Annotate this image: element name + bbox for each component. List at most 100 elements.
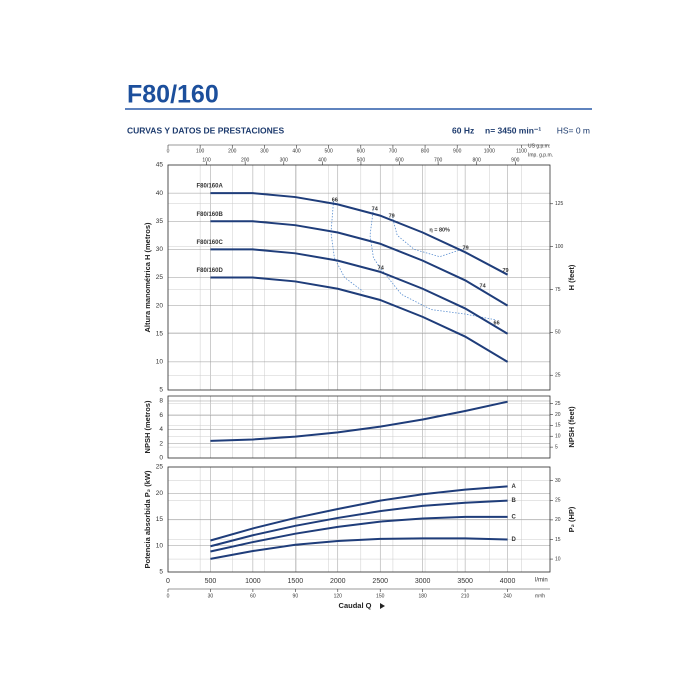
x-tick-label: 2000 — [330, 578, 346, 585]
y2-tick-label: 10 — [555, 556, 561, 562]
y2-tick-label: 30 — [555, 478, 561, 484]
y2-axis-title: P₂ (HP) — [567, 506, 576, 532]
curve — [210, 220, 509, 307]
iso-efficiency-curve — [391, 216, 466, 258]
plot-frame — [167, 395, 551, 459]
curve — [210, 192, 509, 276]
top-tick-label: 1000 — [484, 148, 495, 154]
top-tick-label: 600 — [395, 157, 404, 163]
top-tick-label: 300 — [260, 148, 269, 154]
y2-tick-label: 10 — [555, 434, 561, 440]
curve — [210, 276, 509, 363]
y-tick-label: 8 — [159, 398, 163, 405]
x2-tick-label: 240 — [503, 593, 512, 599]
curve-label: F80/160A — [196, 184, 223, 190]
y-tick-label: 5 — [159, 387, 163, 394]
top-tick-label: 600 — [357, 148, 366, 154]
iso-efficiency-curve — [330, 200, 364, 292]
curve-label: B — [512, 498, 517, 504]
y-tick-label: 4 — [159, 426, 163, 433]
curve — [210, 248, 509, 335]
efficiency-label: 79 — [502, 268, 508, 274]
x-tick-label: 2500 — [372, 578, 388, 585]
y-tick-label: 25 — [156, 464, 164, 471]
x-tick-label: 3500 — [457, 578, 473, 585]
curve-label: F80/160D — [196, 268, 223, 274]
efficiency-label: 66 — [494, 321, 500, 327]
top-tick-label: 100 — [196, 148, 205, 154]
top-tick-label: 400 — [318, 157, 327, 163]
y-tick-label: 2 — [159, 440, 163, 447]
top-tick-label: 500 — [357, 157, 366, 163]
curve — [210, 400, 508, 442]
y2-tick-label: 15 — [555, 537, 561, 543]
y-tick-label: 5 — [159, 569, 163, 576]
curve — [210, 537, 508, 560]
y2-tick-label: 20 — [555, 412, 561, 418]
top-tick-label: 300 — [280, 157, 289, 163]
y-axis-title: Potencia absorbida P₂ (kW) — [143, 470, 152, 568]
x-tick-label: 500 — [205, 578, 217, 585]
y-tick-label: 20 — [156, 490, 164, 497]
y-tick-label: 40 — [156, 190, 164, 197]
x2-unit: m³/h — [535, 593, 545, 599]
y2-tick-label: 25 — [555, 373, 561, 379]
plot-frame — [167, 164, 551, 391]
y2-tick-label: 25 — [555, 401, 561, 407]
plot-frame — [167, 466, 551, 573]
x-tick-label: 4000 — [500, 578, 516, 585]
curve-label: C — [512, 514, 517, 520]
curve — [210, 485, 508, 542]
top-tick-label: 800 — [473, 157, 482, 163]
y-tick-label: 25 — [156, 274, 164, 281]
top-tick-label: 1100 — [516, 148, 527, 154]
y2-tick-label: 125 — [555, 201, 564, 207]
x-unit: l/min — [535, 578, 548, 584]
y-tick-label: 10 — [156, 542, 164, 549]
curve — [210, 515, 508, 553]
y-axis-title: Altura manométrica H (metros) — [143, 222, 152, 333]
efficiency-label: 66 — [332, 197, 338, 203]
top-tick-label: 500 — [324, 148, 333, 154]
axis-arrow — [380, 603, 385, 609]
speed: n= 3450 min⁻¹ — [485, 125, 541, 135]
top-tick-label: 200 — [241, 157, 250, 163]
y2-tick-label: 50 — [555, 330, 561, 336]
x2-tick-label: 60 — [250, 593, 256, 599]
y-tick-label: 15 — [156, 516, 164, 523]
efficiency-label: 74 — [378, 265, 385, 271]
efficiency-label: 74 — [480, 283, 487, 289]
top-tick-label: 900 — [453, 148, 462, 154]
top-tick-label: 700 — [434, 157, 443, 163]
efficiency-label: 79 — [389, 214, 395, 220]
top-tick-label: 900 — [511, 157, 520, 163]
top-tick-label: 200 — [228, 148, 237, 154]
efficiency-label: η = 80% — [429, 228, 450, 234]
y2-tick-label: 5 — [555, 444, 558, 450]
y-tick-label: 30 — [156, 246, 164, 253]
frequency: 60 Hz — [452, 125, 474, 135]
x-tick-label: 1000 — [245, 578, 261, 585]
top-axis-unit: Imp. g.p.m. — [528, 152, 553, 158]
y-axis-title: NPSH (metros) — [143, 400, 152, 453]
x2-tick-label: 150 — [376, 593, 385, 599]
x2-tick-label: 120 — [334, 593, 343, 599]
x-tick-label: 0 — [166, 578, 170, 585]
subtitle: CURVAS Y DATOS DE PRESTACIONES — [127, 125, 284, 135]
x2-tick-label: 30 — [208, 593, 214, 599]
y-tick-label: 0 — [159, 455, 163, 462]
x2-tick-label: 90 — [293, 593, 299, 599]
curve-label: F80/160C — [196, 240, 223, 246]
y-tick-label: 45 — [156, 162, 164, 169]
curve-label: F80/160B — [196, 212, 223, 218]
top-tick-label: 0 — [167, 148, 170, 154]
y2-tick-label: 20 — [555, 517, 561, 523]
x-tick-label: 3000 — [415, 578, 431, 585]
efficiency-label: 79 — [463, 246, 469, 252]
top-axis-unit: US g.p.m. — [528, 143, 550, 149]
curve-label: D — [512, 537, 517, 543]
title: F80/160 — [127, 81, 219, 109]
x-tick-label: 1500 — [288, 578, 304, 585]
top-tick-label: 400 — [292, 148, 301, 154]
